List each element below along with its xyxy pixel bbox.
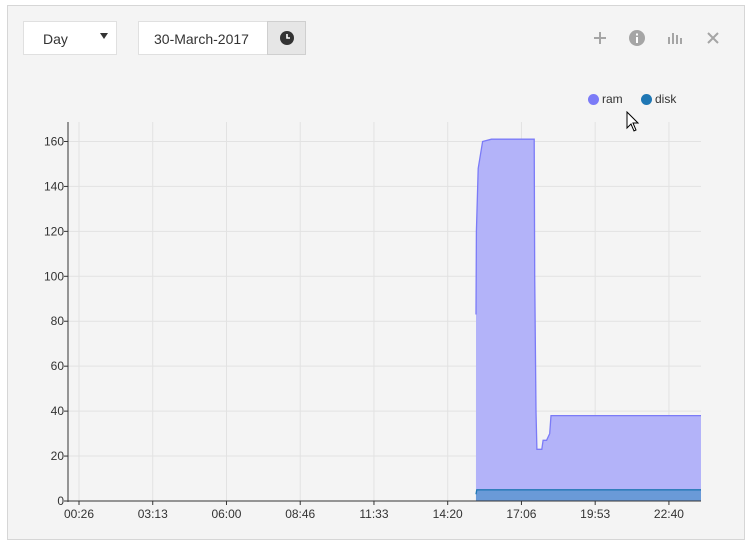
info-icon: [629, 30, 645, 46]
y-tick-label: 120: [44, 224, 64, 238]
legend-label-disk: disk: [655, 92, 677, 106]
legend-dot-disk: [641, 94, 652, 105]
y-tick-label: 100: [44, 269, 64, 283]
y-tick-label: 20: [51, 449, 65, 463]
period-select[interactable]: Day: [23, 21, 117, 55]
y-tick-label: 160: [44, 134, 64, 148]
add-icon: [594, 32, 606, 44]
bar-chart-icon: [668, 33, 682, 44]
y-tick-label: 60: [51, 359, 65, 373]
x-tick-label: 19:53: [580, 507, 610, 521]
clock-icon: [280, 31, 294, 45]
series-line-ram: [475, 138, 701, 450]
x-tick-label: 17:06: [506, 507, 536, 521]
info-button[interactable]: [627, 28, 647, 48]
close-button[interactable]: [703, 28, 723, 48]
y-tick-label: 80: [51, 314, 65, 328]
y-tick-label: 140: [44, 179, 64, 193]
y-tick-label: 0: [57, 494, 64, 508]
add-button[interactable]: [590, 28, 610, 48]
stats-button[interactable]: [665, 28, 685, 48]
close-icon: [707, 32, 719, 44]
date-input[interactable]: 30-March-2017: [138, 21, 267, 55]
x-tick-label: 22:40: [654, 507, 684, 521]
legend-label-ram: ram: [602, 92, 623, 106]
x-tick-label: 08:46: [285, 507, 315, 521]
y-tick-label: 40: [51, 404, 65, 418]
mouse-cursor-icon: [626, 111, 640, 132]
chart-panel: Day 30-March-2017: [7, 5, 745, 540]
x-tick-label: 00:26: [64, 507, 94, 521]
dropdown-arrow-icon: [100, 33, 108, 39]
x-tick-label: 06:00: [211, 507, 241, 521]
x-tick-label: 11:33: [359, 507, 388, 521]
legend-dot-ram: [588, 94, 599, 105]
time-picker-button[interactable]: [267, 21, 306, 55]
series-area-disk: [475, 489, 701, 501]
period-select-value: Day: [43, 31, 68, 47]
x-tick-label: 03:13: [138, 507, 168, 521]
series-area-ram: [475, 139, 701, 501]
x-tick-label: 14:20: [433, 507, 463, 521]
series-line-disk: [475, 489, 701, 495]
